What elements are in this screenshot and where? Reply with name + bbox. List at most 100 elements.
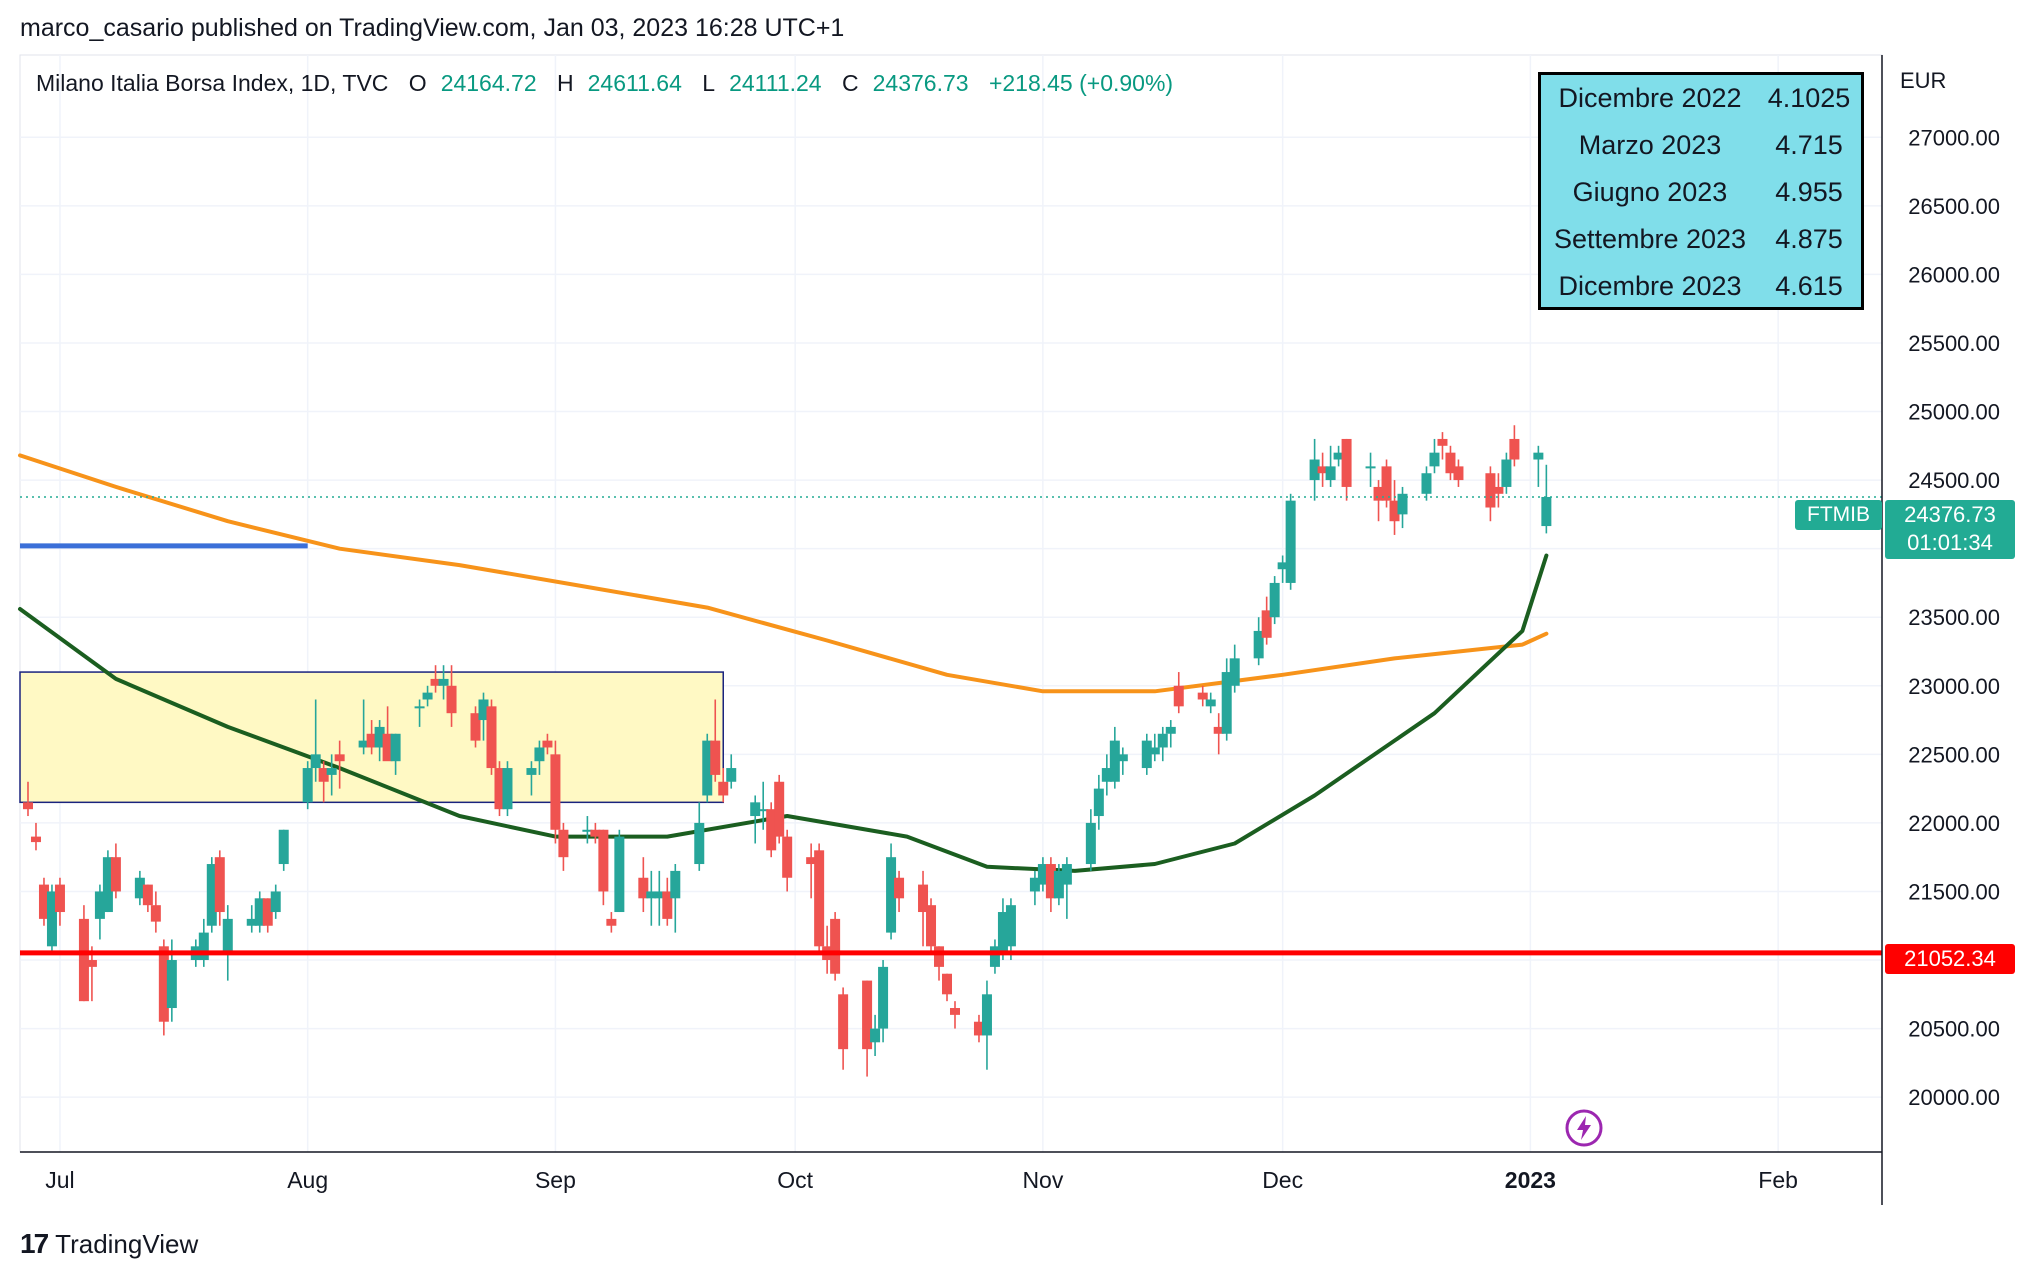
candle	[1421, 466, 1432, 501]
candle	[1493, 473, 1504, 508]
candle-body	[1005, 905, 1016, 947]
candle	[430, 665, 441, 693]
candle	[1157, 726, 1168, 762]
candle	[1197, 685, 1208, 707]
candle-body	[22, 802, 33, 810]
candle	[142, 884, 153, 913]
candle-body	[430, 678, 441, 686]
candle	[54, 877, 65, 926]
symbol-tag[interactable]: FTMIB	[1795, 500, 1882, 530]
candle-body	[1309, 459, 1320, 481]
candle-body	[46, 891, 57, 947]
candle-body	[150, 905, 161, 922]
tradingview-brand: TradingView	[55, 1228, 199, 1259]
candle-body	[654, 891, 665, 899]
lightning-icon[interactable]	[1564, 1108, 1604, 1148]
candle	[278, 829, 289, 871]
candle	[1453, 459, 1464, 487]
candle	[646, 870, 657, 926]
candle-body	[470, 713, 481, 741]
candle-body	[166, 960, 177, 1009]
candle	[1269, 576, 1280, 625]
candle	[310, 699, 321, 782]
candle	[726, 754, 737, 789]
candle	[262, 898, 273, 933]
candle-body	[989, 946, 1000, 967]
candle-body	[278, 829, 289, 865]
candle	[1165, 720, 1176, 748]
symbol-legend: Milano Italia Borsa Index, 1D, TVC O 2416…	[36, 70, 1187, 97]
candle-body	[886, 857, 897, 933]
support-price-tag[interactable]: 21052.34	[1885, 944, 2015, 974]
candle-body	[1325, 466, 1336, 481]
candle	[894, 870, 905, 913]
candle	[1533, 445, 1544, 487]
candle-body	[750, 802, 761, 817]
candle	[926, 898, 937, 954]
candle	[1341, 438, 1352, 501]
legend-open-label: O	[408, 70, 427, 96]
candle-body	[973, 1021, 984, 1036]
table-period: Settembre 2023	[1553, 224, 1747, 254]
candle-body	[1365, 466, 1376, 469]
candle	[302, 761, 313, 810]
candle	[662, 877, 673, 926]
candle	[526, 761, 537, 796]
candle-body	[1317, 466, 1328, 474]
candle	[758, 781, 769, 830]
candle-body	[1141, 740, 1152, 769]
candle-body	[358, 740, 369, 748]
candle-body	[590, 829, 601, 837]
candle	[446, 665, 457, 727]
candle	[30, 822, 41, 851]
candle-body	[862, 980, 873, 1050]
candle	[1045, 857, 1056, 913]
candle	[582, 816, 593, 844]
candle-body	[1221, 672, 1232, 734]
candle-body	[1397, 493, 1408, 515]
candle-body	[758, 809, 769, 812]
candle	[1429, 438, 1440, 474]
candle-body	[414, 706, 425, 709]
candle-body	[478, 699, 489, 721]
candle-body	[206, 864, 217, 926]
tradingview-logo[interactable]: 17 TradingView	[20, 1228, 198, 1260]
candle	[598, 829, 609, 906]
candle-body	[1445, 452, 1456, 474]
candle-body	[1173, 685, 1184, 707]
y-tick-label: 23500.00	[1908, 605, 2000, 630]
candle	[470, 706, 481, 748]
legend-high-value: 24611.64	[587, 70, 682, 96]
table-row: Dicembre 2022 4.1025	[1541, 75, 1861, 122]
candle-body	[542, 740, 553, 748]
candle-body	[782, 836, 793, 878]
candle	[158, 939, 169, 1036]
candle	[422, 685, 433, 707]
candle-body	[1381, 466, 1392, 501]
candle-body	[390, 733, 401, 762]
candle-body	[78, 918, 89, 1002]
candle-body	[694, 822, 705, 865]
candle-body	[1253, 630, 1264, 659]
last-price-tag[interactable]: 24376.73 01:01:34	[1885, 500, 2015, 559]
y-tick-label: 21500.00	[1908, 879, 2000, 904]
candle	[1437, 432, 1448, 460]
candle	[222, 905, 233, 981]
candle-body	[1205, 699, 1216, 707]
last-price-value: 24376.73	[1904, 502, 1996, 527]
candle	[198, 918, 209, 967]
candle	[254, 891, 265, 933]
candle	[1309, 438, 1320, 501]
candle-body	[1165, 726, 1176, 734]
candle	[1173, 672, 1184, 714]
candle	[1141, 733, 1152, 775]
candle-body	[870, 1028, 881, 1043]
candle	[1381, 459, 1392, 508]
candle-body	[86, 960, 97, 967]
candle	[1037, 857, 1048, 892]
candle-body	[1453, 466, 1464, 481]
candle	[110, 843, 121, 899]
candle	[1101, 754, 1112, 796]
y-tick-label: 27000.00	[1908, 125, 2000, 150]
